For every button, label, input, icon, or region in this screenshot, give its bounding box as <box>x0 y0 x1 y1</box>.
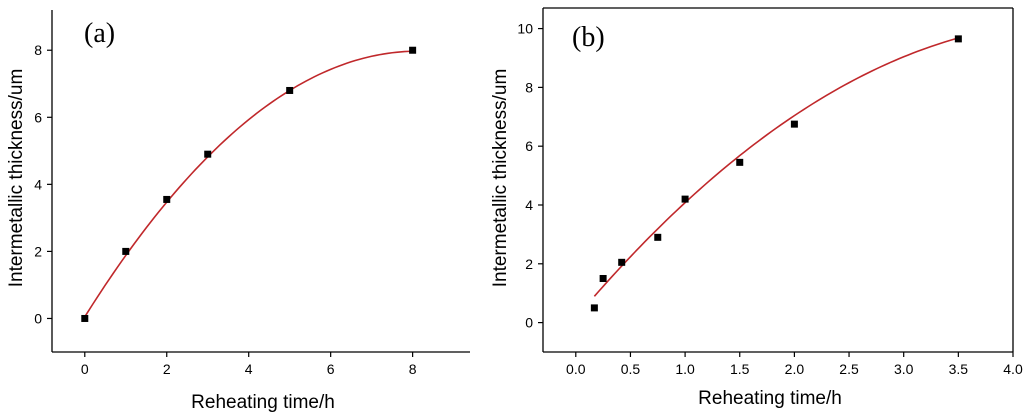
panel-b-y-tick-label: 4 <box>525 197 533 213</box>
panel-a-x-tick-label: 2 <box>163 361 171 377</box>
panel-b-data-point <box>681 195 689 203</box>
panel-b-x-tick-label: 0.0 <box>566 361 586 377</box>
panel-b-data-point <box>618 258 626 266</box>
panel-a-axes: 0 2 4 6 8 0 2 4 6 8 <box>34 10 470 377</box>
panel-b-y-tick-label: 6 <box>525 138 533 154</box>
panel-a-data-point <box>81 314 89 322</box>
panel-b-y-axis-title: Intermetallic thickness/um <box>490 69 511 288</box>
panel-a-x-tick-label: 8 <box>409 361 417 377</box>
panel-b-data-point <box>590 304 598 312</box>
panel-a-x-tick-label: 0 <box>81 361 89 377</box>
panel-b-axes: 0.0 0.5 1.0 1.5 2.0 2.5 3.0 3.5 4.0 0 2 4 6 8 10 <box>517 7 1023 377</box>
panel-b-label: (b) <box>572 22 605 53</box>
panel-b-x-axis-title: Reheating time/h <box>698 388 842 409</box>
panel-a-x-axis-title: Reheating time/h <box>191 392 335 413</box>
panel-a-label: (a) <box>84 18 115 49</box>
panel-b-x-tick-label: 3.5 <box>949 361 969 377</box>
panel-a-fit-curve <box>84 50 413 318</box>
panel-b-x-tick-label: 1.5 <box>730 361 750 377</box>
panel-b-fit-curve <box>593 37 959 297</box>
panel-a-y-tick-label: 0 <box>34 310 42 326</box>
panel-b-y-tick-label: 0 <box>525 315 533 331</box>
panel-a-y-tick-label: 2 <box>34 243 42 259</box>
panel-a-data-point <box>122 247 130 255</box>
panel-a-x-tick-label: 6 <box>327 361 335 377</box>
panel-b-x-tick-label: 2.5 <box>839 361 859 377</box>
panel-b-x-tick-label: 3.0 <box>894 361 914 377</box>
panel-b-y-tick-label: 8 <box>525 79 533 95</box>
panel-b-x-tick-label: 2.0 <box>785 361 805 377</box>
panel-a-y-tick-label: 4 <box>34 176 42 192</box>
panel-a: (a) Reheating time/h Intermetallic thick… <box>6 10 470 413</box>
panel-b-y-tick-label: 10 <box>517 21 533 37</box>
panel-a-y-tick-label: 6 <box>34 109 42 125</box>
panel-b-x-tick-label: 1.0 <box>675 361 695 377</box>
panel-b-x-tick-label: 4.0 <box>1003 361 1023 377</box>
panel-a-y-axis-title: Intermetallic thickness/um <box>6 69 27 288</box>
panel-a-data-point <box>204 150 212 158</box>
panel-b: (b) Reheating time/h Intermetallic thick… <box>490 7 1023 409</box>
panel-a-data-point <box>163 195 171 203</box>
panel-a-x-tick-label: 4 <box>245 361 253 377</box>
panel-b-data-point <box>599 274 607 282</box>
panel-b-data-point <box>954 35 962 43</box>
panel-b-x-tick-label: 0.5 <box>621 361 641 377</box>
panel-b-data-point <box>736 158 744 166</box>
panel-b-data-point <box>654 233 662 241</box>
panel-a-data-point <box>286 86 294 94</box>
panel-a-y-tick-label: 8 <box>34 42 42 58</box>
panel-b-y-tick-label: 2 <box>525 256 533 272</box>
panel-a-data-point <box>409 46 417 54</box>
panel-b-data-point <box>790 120 798 128</box>
